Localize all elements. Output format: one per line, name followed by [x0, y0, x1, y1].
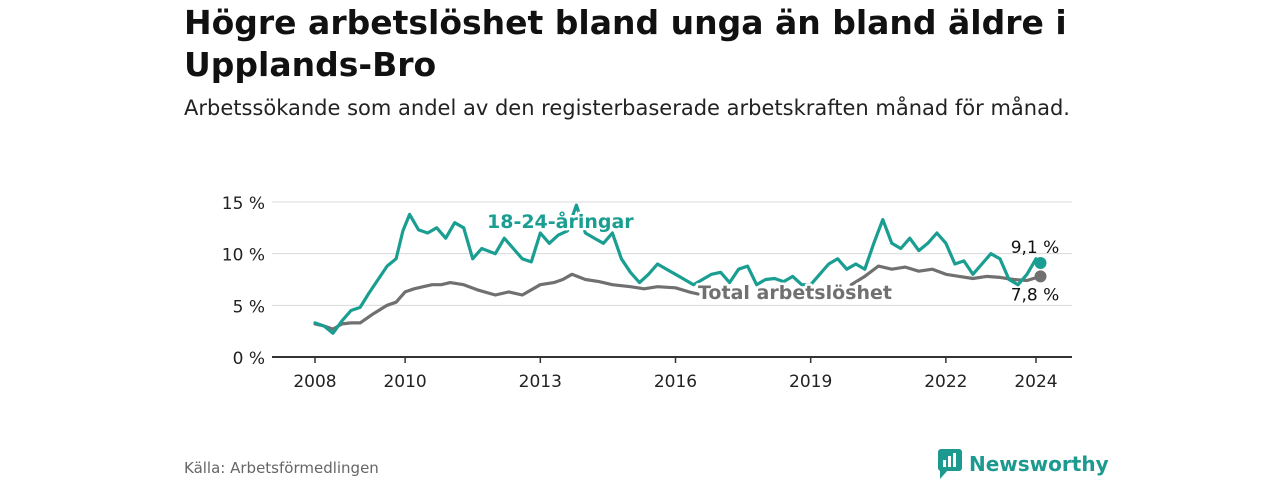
end-label-youth: 9,1 % [1011, 238, 1060, 258]
series-line-total [313, 272, 700, 331]
series-label-youth: 18-24-åringar [487, 209, 634, 233]
y-tick-label: 5 % [233, 297, 265, 317]
brand-name: Newsworthy [969, 452, 1109, 476]
x-tick-label: 2016 [654, 372, 697, 392]
x-tick-label: 2008 [293, 372, 336, 392]
chart-title: Högre arbetslöshet bland unga än bland ä… [184, 3, 1067, 84]
series-label-total: Total arbetslöshet [698, 282, 892, 304]
source-note: Källa: Arbetsförmedlingen [184, 459, 379, 477]
x-axis: 2008 2010 2013 2016 2019 2022 2024 [272, 356, 1072, 392]
x-tick-label: 2013 [519, 372, 562, 392]
y-tick-label: 10 % [222, 246, 265, 266]
end-point-youth [1034, 256, 1047, 269]
chart-grid [272, 201, 1072, 306]
end-label-total: 7,8 % [1011, 285, 1060, 305]
end-point-total [1034, 270, 1047, 283]
x-tick-label: 2024 [1014, 372, 1057, 392]
x-tick-label: 2010 [383, 372, 426, 392]
x-tick-label: 2019 [789, 372, 832, 392]
y-tick-label: 15 % [222, 194, 265, 214]
newsworthy-logo: Newsworthy [937, 448, 1109, 480]
series-annotations: 9,1 % 7,8 % 18-24-åringar Total arbetslöshe… [485, 207, 1060, 307]
chart-subtitle: Arbetssökande som andel av den registerb… [184, 96, 1070, 120]
line-chart: 0 %5 %10 %15 % 2008 2010 2013 2016 2019 2022 2… [222, 194, 1072, 392]
x-tick-label: 2022 [924, 372, 967, 392]
series-lines [313, 203, 1043, 335]
y-axis-labels: 0 % 5 % 10 % 15 % [222, 194, 265, 369]
y-tick-label: 0 % [233, 349, 265, 369]
newsworthy-logo-icon [938, 449, 962, 479]
series-line-youth [313, 203, 1043, 335]
